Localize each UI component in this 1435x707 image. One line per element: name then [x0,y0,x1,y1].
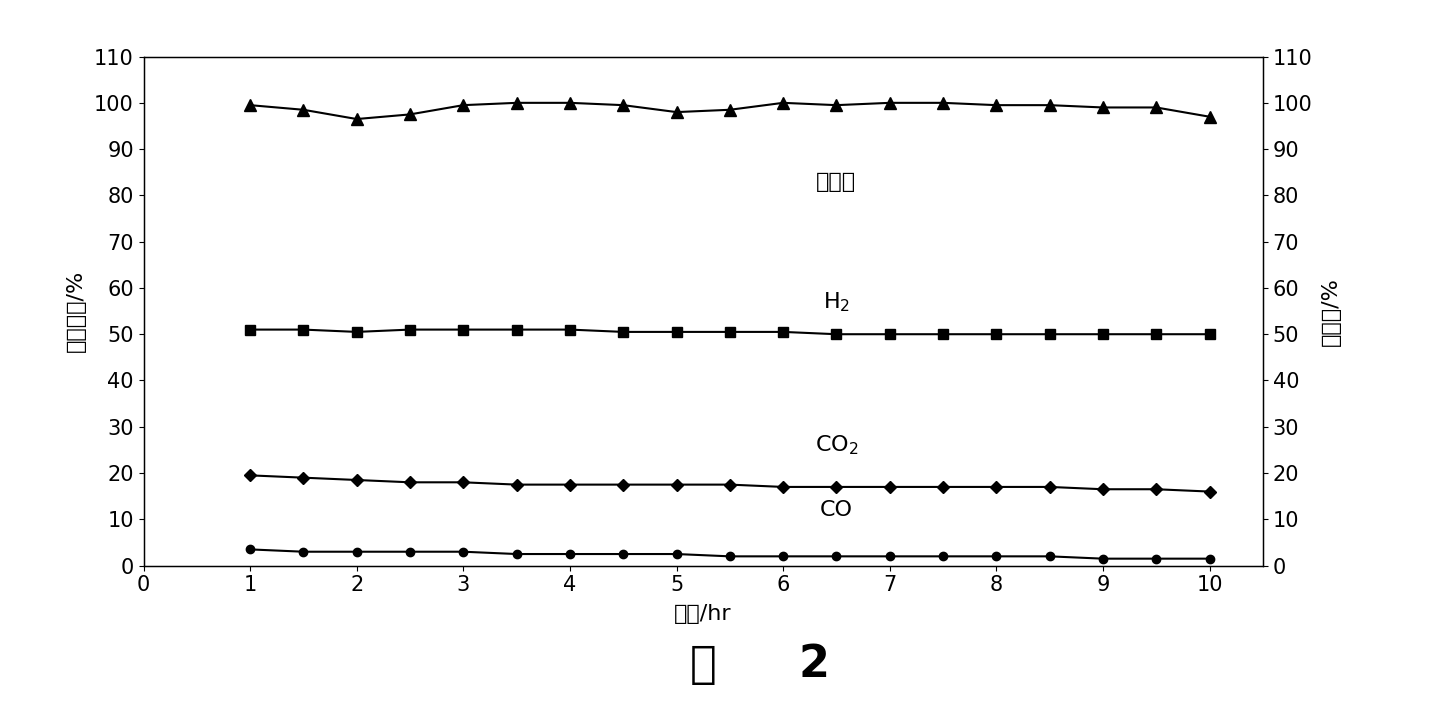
Text: CO$_2$: CO$_2$ [815,433,858,457]
X-axis label: 时间/hr: 时间/hr [674,604,732,624]
Text: CO: CO [819,500,852,520]
Text: 图: 图 [690,643,716,686]
Y-axis label: 产物组成/%: 产物组成/% [66,270,86,352]
Text: 转化率: 转化率 [817,172,857,192]
Text: H$_2$: H$_2$ [822,290,850,314]
Y-axis label: 转化率/%: 转化率/% [1320,276,1340,346]
Text: 2: 2 [768,643,829,686]
